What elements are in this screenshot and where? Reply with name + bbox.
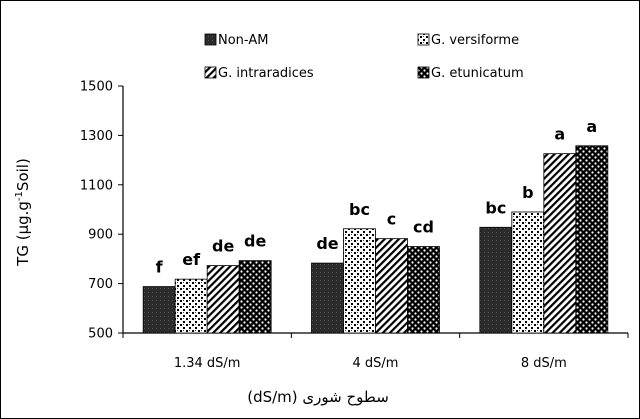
y-tick-label: 700: [88, 277, 113, 292]
data-label: ef: [182, 250, 201, 269]
bar: [407, 246, 440, 334]
bar: [311, 262, 344, 334]
legend-label: G. intraradices: [218, 66, 314, 81]
data-label: de: [212, 237, 234, 256]
legend-swatch: [204, 33, 217, 46]
x-axis-title: (dS/m) سطوح شوری: [247, 388, 389, 406]
data-label: c: [387, 210, 396, 229]
legend-label: G. etunicatum: [431, 66, 524, 81]
legend-label: Non-AM: [218, 33, 268, 48]
y-tick-label: 900: [88, 228, 113, 243]
y-axis-title-sup: -1: [14, 191, 25, 201]
y-tick-label: 500: [88, 327, 113, 342]
x-category-label: 1.34 dS/m: [174, 356, 241, 371]
legend-swatch: [204, 66, 217, 79]
bar: [511, 211, 545, 334]
legend-swatch: [417, 66, 430, 79]
legend-swatch: [417, 33, 430, 46]
data-label: de: [316, 234, 338, 253]
bar: [343, 228, 376, 334]
legend-label: G. versiforme: [431, 33, 519, 48]
data-label: f: [156, 258, 164, 277]
x-category-label: 8 dS/m: [521, 356, 567, 371]
bar: [543, 153, 577, 334]
bar: [575, 145, 609, 334]
y-tick-label: 1500: [80, 80, 113, 95]
y-axis-title-main: TG (µg.g: [14, 201, 32, 267]
data-label: b: [522, 183, 533, 202]
bar: [479, 226, 513, 334]
data-label: a: [554, 125, 565, 144]
data-label: bc: [349, 200, 370, 219]
y-tick-label: 1100: [80, 178, 113, 193]
x-category-label: 4 dS/m: [353, 356, 399, 371]
data-label: bc: [485, 198, 506, 217]
bar: [238, 260, 272, 334]
y-axis-title-tail: Soil): [14, 158, 32, 191]
data-label: de: [244, 232, 266, 251]
bar: [206, 265, 240, 334]
y-axis-title: TG (µg.g-1Soil): [14, 158, 32, 267]
y-tick-label: 1300: [80, 129, 113, 144]
data-label: cd: [413, 218, 434, 237]
data-label: a: [586, 117, 597, 136]
bar: [142, 286, 176, 334]
bar: [174, 278, 208, 334]
bar: [375, 238, 408, 334]
